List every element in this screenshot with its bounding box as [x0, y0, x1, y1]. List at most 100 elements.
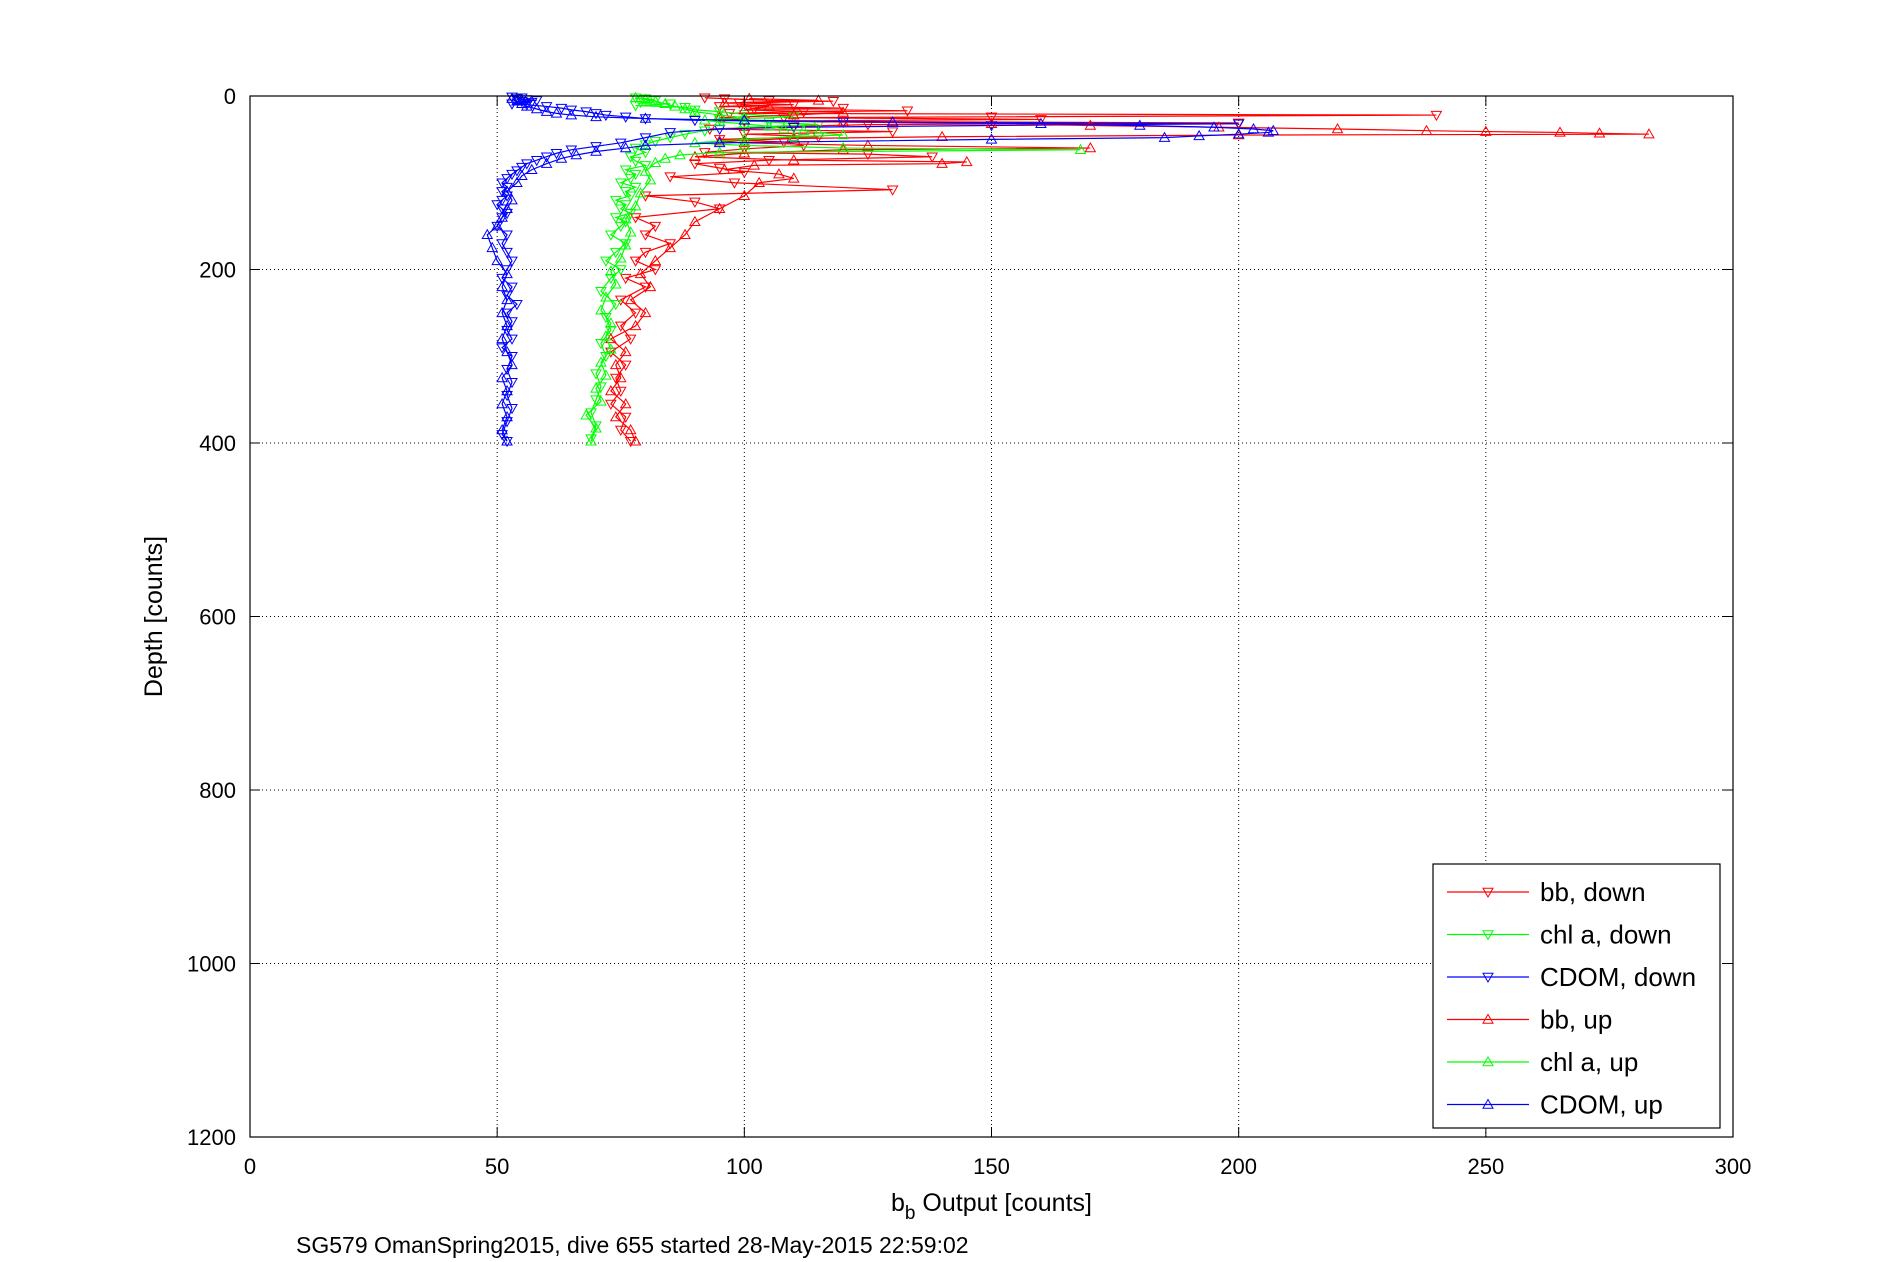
data-point: [501, 267, 513, 279]
data-point: [619, 165, 632, 176]
data-point: [614, 371, 627, 383]
data-point: [605, 265, 617, 276]
data-point: [619, 142, 632, 153]
x-axis-label-main: b: [891, 1189, 905, 1217]
data-point: [595, 286, 607, 298]
data-point: [649, 265, 662, 276]
data-point: [565, 145, 578, 156]
data-point: [605, 230, 617, 241]
data-point: [837, 143, 850, 155]
data-point: [496, 213, 508, 224]
data-point: [614, 178, 627, 189]
data-point: [530, 155, 543, 167]
data-point: [609, 278, 622, 289]
data-point: [1193, 129, 1205, 141]
data-point: [501, 230, 513, 241]
data-point: [565, 105, 578, 116]
data-point: [590, 145, 602, 156]
data-point: [600, 330, 612, 341]
data-point: [609, 247, 622, 259]
data-point: [738, 189, 751, 201]
y-tick-label: 200: [199, 258, 236, 283]
data-point: [491, 254, 504, 266]
data-point: [738, 117, 751, 129]
data-point: [713, 107, 726, 118]
data-point: [614, 425, 627, 436]
data-point: [743, 92, 756, 103]
legend-label: bb, down: [1540, 877, 1646, 907]
data-point: [827, 96, 840, 108]
legend-item: CDOM, down: [1447, 962, 1696, 992]
data-point: [718, 94, 731, 105]
data-point: [565, 109, 578, 120]
data-point: [550, 149, 563, 160]
caption: SG579 OmanSpring2015, dive 655 started 2…: [296, 1232, 969, 1258]
data-point: [797, 107, 810, 118]
data-point: [1643, 128, 1655, 139]
x-tick-label: 150: [973, 1154, 1010, 1179]
data-point: [1232, 119, 1245, 130]
data-point: [1430, 110, 1443, 122]
ticks: 0 50 100 150 200 250 300 0 200 400 600 800 1000 1200: [187, 84, 1751, 1179]
data-point: [659, 152, 672, 163]
data-point: [1208, 121, 1220, 132]
data-point: [605, 343, 617, 354]
data-point: [600, 291, 612, 302]
data-point: [787, 172, 800, 183]
data-point: [1084, 142, 1097, 153]
data-point: [624, 226, 637, 237]
data-point: [516, 97, 528, 109]
series-line: [609, 97, 1437, 442]
data-point: [619, 213, 632, 224]
data-point: [1262, 126, 1275, 137]
data-point: [1267, 124, 1280, 135]
data-point: [511, 176, 523, 187]
data-point: [674, 148, 686, 160]
legend-label: chl a, up: [1540, 1047, 1638, 1077]
data-point: [595, 356, 607, 367]
data-point: [713, 116, 726, 127]
data-point: [614, 204, 627, 215]
data-point: [491, 221, 504, 233]
data-point: [936, 157, 948, 168]
data-point: [590, 382, 602, 393]
series-line: [486, 98, 1274, 442]
legend-marker: [1482, 1013, 1494, 1024]
data-point: [516, 162, 528, 174]
data-point: [609, 410, 622, 422]
data-point: [570, 148, 583, 160]
data-point: [649, 156, 662, 168]
data-point: [624, 191, 637, 202]
data-point: [812, 126, 825, 137]
data-point: [511, 299, 523, 311]
data-point: [496, 397, 508, 409]
data-point: [506, 99, 518, 110]
data-point: [837, 142, 850, 153]
legend-item: bb, down: [1447, 877, 1646, 907]
data-point: [679, 228, 691, 240]
data-point: [496, 332, 508, 344]
legend-label: bb, up: [1540, 1005, 1612, 1035]
data-point: [605, 332, 617, 344]
data-point: [698, 93, 711, 104]
data-point: [619, 273, 632, 285]
data-point: [506, 358, 518, 370]
data-point: [649, 95, 662, 106]
data-point: [555, 152, 568, 163]
data-point: [501, 345, 513, 357]
data-point: [629, 213, 642, 224]
data-point: [501, 384, 513, 396]
data-point: [585, 435, 597, 446]
legend-label: CDOM, down: [1540, 962, 1696, 992]
data-point: [713, 146, 726, 157]
x-tick-label: 300: [1715, 1154, 1752, 1179]
series-line: [590, 97, 819, 439]
data-point: [609, 358, 622, 370]
data-point: [713, 136, 726, 148]
data-point: [506, 404, 518, 415]
data-point: [713, 124, 726, 135]
data-point: [496, 306, 508, 318]
y-tick-label: 600: [199, 605, 236, 630]
data-point: [639, 148, 652, 159]
data-point: [511, 166, 523, 177]
